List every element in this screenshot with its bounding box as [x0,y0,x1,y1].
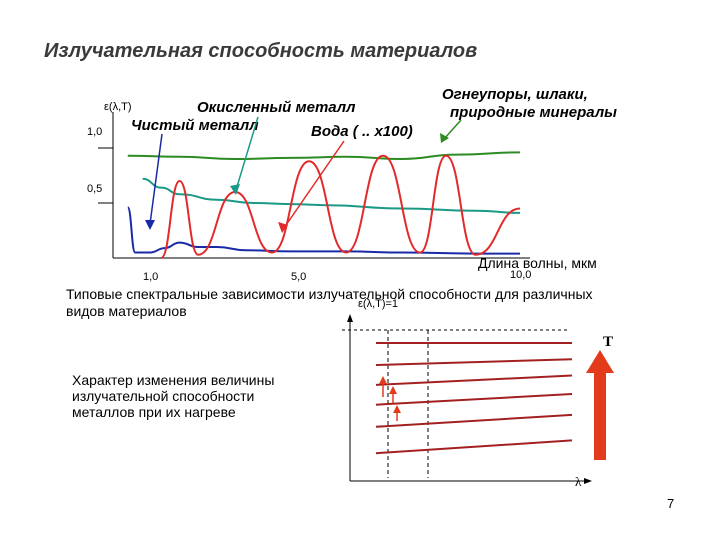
spectral-series-group [126,151,521,259]
spectral-chart-axes [98,112,530,259]
y-axis-label: ε(λ,T) [104,101,132,113]
chart2-ylabel: ε(λ,T)=1 [358,298,399,310]
x-tick-5: 5,0 [291,271,307,283]
heating-line-4 [375,413,573,428]
y-tick-1: 1,0 [87,126,103,138]
label-water: Вода ( .. x100) [311,123,413,140]
label-oxidized-metal: Окисленный металл [197,99,356,116]
caption-line2: видов материалов [66,303,187,319]
heating-note-line3: металлов при их нагреве [72,404,236,420]
temperature-arrow [586,350,614,460]
x-tick-10: 10,0 [510,269,532,281]
heating-lines-group [375,342,573,455]
heating-note: Характер изменения величины излучательно… [72,372,317,420]
x-tick-1: 1,0 [143,271,159,283]
arrow-pure [149,133,163,225]
arrow-oxidized [235,116,259,191]
heating-note-line2: излучательной способности [72,388,255,404]
series-line-2 [127,151,521,161]
y-tick-05: 0,5 [87,183,103,195]
heating-note-line1: Характер изменения величины [72,372,275,388]
series-line-1 [126,206,520,255]
label-refractories-line2: природные минералы [450,104,617,121]
arrow-refractories [443,119,462,140]
x-axis-label: Длина волны, мкм [478,255,597,271]
label-pure-metal: Чистый металл [131,117,259,134]
arrow-water [283,140,345,229]
heating-line-5 [375,439,573,455]
heating-line-2 [375,374,573,386]
annotation-arrows [145,116,462,233]
temperature-label: T [603,334,614,350]
heating-line-1 [375,358,573,366]
label-refractories-line1: Огнеупоры, шлаки, [442,86,588,103]
slide-title: Излучательная способность материалов [44,40,478,62]
arrow-oxidized-head [230,184,240,195]
arrow-pure-head [145,220,155,230]
series-line-3 [160,154,521,259]
heating-line-3 [375,393,573,406]
arrow-refractories-head [440,133,449,143]
series-line-0 [142,177,521,214]
arrow-water-head [278,222,288,233]
caption-line1: Типовые спектральные зависимости излучат… [66,286,593,302]
heating-small-arrows [379,376,401,421]
page-number: 7 [667,496,675,511]
